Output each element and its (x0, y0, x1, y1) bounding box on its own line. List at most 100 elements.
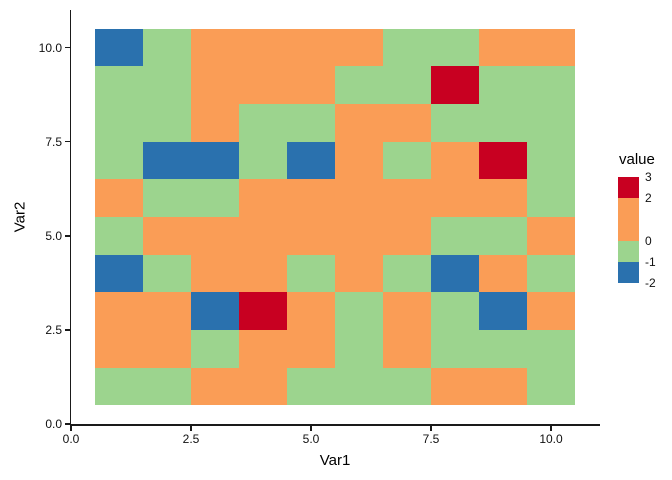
legend-label: 0 (645, 233, 652, 248)
heatmap-tile (383, 66, 431, 105)
legend-segment-green (618, 240, 639, 262)
heatmap-tile (527, 254, 575, 293)
heatmap-tile (287, 254, 335, 293)
x-axis-line (69, 424, 600, 426)
heatmap-tile (95, 28, 143, 67)
heatmap-tile (431, 216, 479, 255)
heatmap-tile (143, 66, 191, 105)
heatmap-tile (191, 254, 239, 293)
heatmap-tile (287, 66, 335, 105)
heatmap-tile (239, 28, 287, 67)
x-axis-title: Var1 (319, 452, 351, 469)
heatmap-tile (191, 28, 239, 67)
heatmap-tile (335, 66, 383, 105)
heatmap-tile (191, 141, 239, 180)
x-tick-label: 5.0 (302, 432, 320, 446)
heatmap-tile (95, 104, 143, 142)
heatmap-tile (239, 179, 287, 217)
heatmap-tile (527, 179, 575, 217)
heatmap-tile (479, 254, 527, 293)
heatmap-tile (527, 292, 575, 330)
x-tick-mark (430, 425, 432, 431)
y-tick-mark (64, 140, 70, 143)
heatmap-tile (383, 104, 431, 142)
heatmap-tile (239, 216, 287, 255)
heatmap-tile (95, 292, 143, 330)
heatmap-tile (143, 254, 191, 293)
heatmap-tile (383, 254, 431, 293)
legend-segment-blue (618, 261, 639, 283)
y-tick-label: 7.5 (45, 134, 62, 149)
x-tick-label: 2.5 (182, 432, 200, 446)
heatmap-tile (143, 179, 191, 217)
heatmap-tile (383, 141, 431, 180)
legend-label: 2 (645, 191, 652, 206)
heatmap-tile (335, 329, 383, 368)
y-tick-label: 5.0 (45, 228, 62, 243)
heatmap-tile (335, 104, 383, 142)
y-tick-mark (64, 46, 70, 49)
heatmap-tile (239, 141, 287, 180)
heatmap-tile (191, 179, 239, 217)
heatmap-tile (383, 179, 431, 217)
heatmap-tile (431, 292, 479, 330)
heatmap-tile (143, 329, 191, 368)
heatmap-tile (479, 141, 527, 180)
heatmap-tile (383, 329, 431, 368)
heatmap-tile (287, 141, 335, 180)
heatmap-tile (479, 292, 527, 330)
legend-colorbar (618, 177, 639, 283)
heatmap-tile (191, 367, 239, 406)
heatmap-tile (95, 329, 143, 368)
heatmap-tile (527, 141, 575, 180)
heatmap-tile (239, 329, 287, 368)
heatmap-tile (527, 329, 575, 368)
heatmap-tile (239, 292, 287, 330)
y-tick-label: 0.0 (45, 417, 62, 431)
heatmap-tile (143, 292, 191, 330)
heatmap-tile (287, 179, 335, 217)
heatmap-tile (335, 367, 383, 406)
heatmap-tile (383, 292, 431, 330)
heatmap-tile (335, 292, 383, 330)
heatmap-tile (143, 216, 191, 255)
heatmap-tile (95, 367, 143, 406)
y-tick-mark (64, 235, 70, 237)
heatmap-tile (239, 254, 287, 293)
heatmap-tile (431, 66, 479, 105)
legend-title: value (619, 151, 655, 168)
y-tick-mark (64, 329, 70, 331)
heatmap-tile (143, 104, 191, 142)
x-tick-label: 10.0 (539, 432, 563, 446)
heatmap-tile (287, 292, 335, 330)
x-tick-mark (70, 425, 72, 431)
heatmap-tile (239, 66, 287, 105)
heatmap-tile (431, 367, 479, 406)
heatmap-tile (527, 66, 575, 105)
heatmap-tile (383, 367, 431, 406)
heatmap-tile (335, 254, 383, 293)
heatmap-tile (335, 141, 383, 180)
legend-segment-orange (618, 198, 639, 241)
heatmap-tile (431, 104, 479, 142)
y-axis-title: Var2 (11, 201, 29, 233)
y-tick-label: 2.5 (45, 322, 62, 337)
legend-label: 3 (645, 170, 652, 184)
heatmap-tile (431, 329, 479, 368)
legend-label: -2 (645, 276, 656, 290)
x-tick-label: 0.0 (62, 432, 80, 446)
heatmap-tile (95, 141, 143, 180)
heatmap-tile (95, 66, 143, 105)
heatmap-tile (95, 179, 143, 217)
heatmap-tile (191, 104, 239, 142)
heatmap-tile (527, 104, 575, 142)
heatmap-tile (191, 329, 239, 368)
heatmap-tile (479, 28, 527, 67)
heatmap-tile (527, 28, 575, 67)
y-axis-line (69, 10, 71, 426)
heatmap-tile (335, 28, 383, 67)
x-tick-label: 7.5 (422, 432, 440, 446)
y-tick-label: 10.0 (38, 40, 62, 55)
heatmap-tile (95, 254, 143, 293)
